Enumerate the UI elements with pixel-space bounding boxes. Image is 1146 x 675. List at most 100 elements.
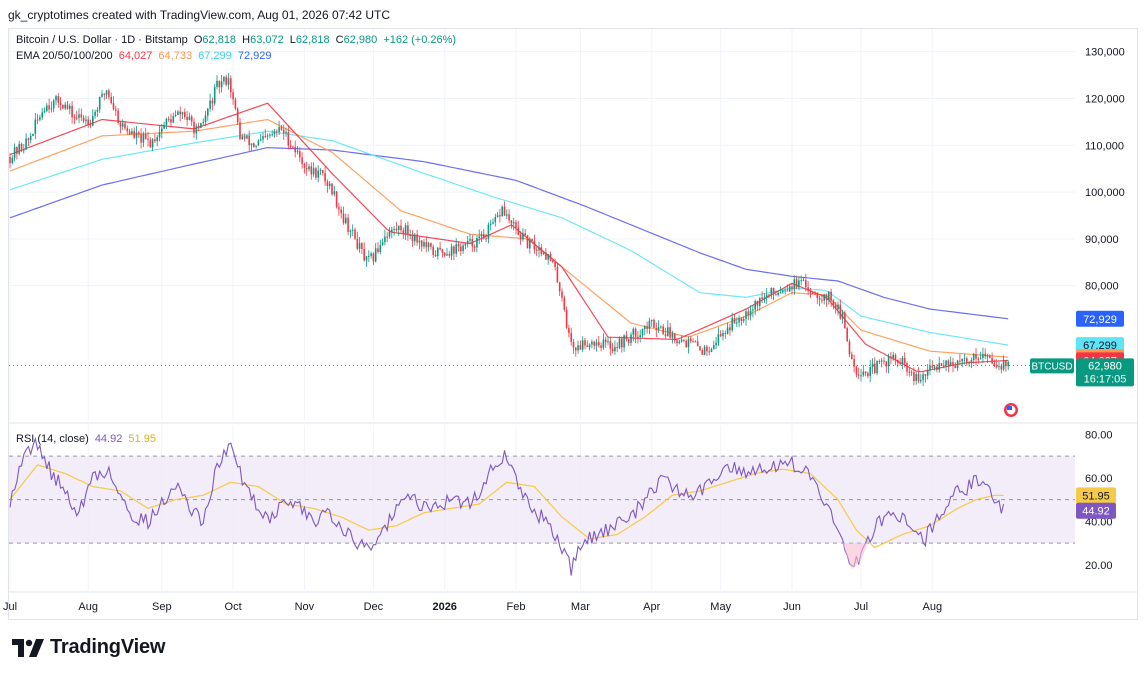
candle-body [434,254,437,257]
candle-body [878,360,881,362]
candle-body [506,214,508,216]
candle-body [929,365,931,371]
candle-body [326,181,329,187]
candle-body [848,341,851,355]
candle-body [489,223,492,225]
candle-body [917,373,920,382]
candle-body [581,340,584,350]
candle-body [142,134,145,143]
candle-body [241,136,244,140]
candle-body [890,356,892,358]
candle-body [979,358,982,360]
candle-body [71,105,73,118]
rsi-ma-value: 51.95 [128,433,156,445]
candle-body [618,338,621,348]
candle-body [501,206,503,217]
candle-body [354,229,356,239]
candle-body [158,131,161,138]
rsi-legend: RSI (14, close) 44.92 51.95 [16,433,159,445]
candle-body [485,238,487,240]
candle-body [280,127,283,130]
candle-body [232,92,234,100]
candle-body [696,341,699,347]
candle-body [788,286,791,292]
candle-body [715,342,717,346]
candle-body [441,249,444,253]
candle-body [105,90,108,95]
candle-body [94,111,96,116]
candle-body [374,248,377,262]
time-axis-label: May [710,601,731,613]
candle-body [552,260,554,262]
candle-body [204,115,207,123]
candle-body [915,373,917,382]
candle-body [816,294,819,299]
candle-body [627,339,630,343]
candle-body [561,291,563,298]
candle-body [989,355,991,358]
candle-body [450,246,453,256]
candle-body [177,111,179,115]
candle-body [133,131,135,138]
tradingview-logo[interactable]: TradingView [12,636,165,659]
candle-body [351,229,354,231]
candle-body [397,225,400,231]
candle-body [200,123,202,128]
ema200-line [9,146,1009,320]
candle-body [575,347,577,351]
candle-body [62,104,64,109]
candle-body [144,134,147,139]
candle-body [239,122,241,140]
candle-body [197,125,200,128]
candle-body [349,230,352,232]
candle-body [223,76,225,82]
candle-body [793,279,796,290]
candle-body [966,358,968,363]
time-axis-label: Sep [152,601,172,613]
candle-body [814,293,816,295]
candle-body [922,374,924,380]
candle-body [234,99,237,109]
candle-body [703,346,706,355]
candle-body [499,215,501,217]
candle-body [174,114,177,117]
candle-body [779,292,782,294]
candle-body [701,350,704,355]
candle-body [439,247,441,250]
candle-body [823,294,825,301]
candle-body [39,117,41,120]
time-axis-label: Oct [225,601,242,613]
candle-body [492,222,494,224]
candle-body [1007,362,1009,367]
candle-body [747,311,750,316]
close-label: C [335,34,344,46]
candle-body [694,341,697,343]
candle-body [338,206,340,210]
candle-body [549,254,552,261]
candle-body [995,365,998,367]
candle-body [151,139,154,148]
candle-body [639,335,641,338]
candle-body [637,336,639,338]
candle-body [970,360,973,363]
rsi-axis-label: 60.00 [1085,473,1113,485]
candle-body [69,105,71,109]
candle-body [733,317,736,324]
candle-body [271,134,273,136]
candle-body [910,371,913,373]
candle-body [225,76,227,85]
candle-body [710,349,713,353]
candle-body [257,140,260,146]
candle-body [115,109,117,111]
price-badge [1076,358,1134,387]
candle-body [729,327,731,331]
candle-body [510,220,513,224]
candle-body [938,363,940,370]
candle-body [908,371,911,373]
ohlc-legend: Bitcoin / U.S. Dollar · 1D · Bitstamp O6… [16,34,459,46]
candle-body [777,292,779,295]
candle-body [584,340,586,346]
rsi-line [9,436,1005,576]
candle-body [834,305,837,310]
